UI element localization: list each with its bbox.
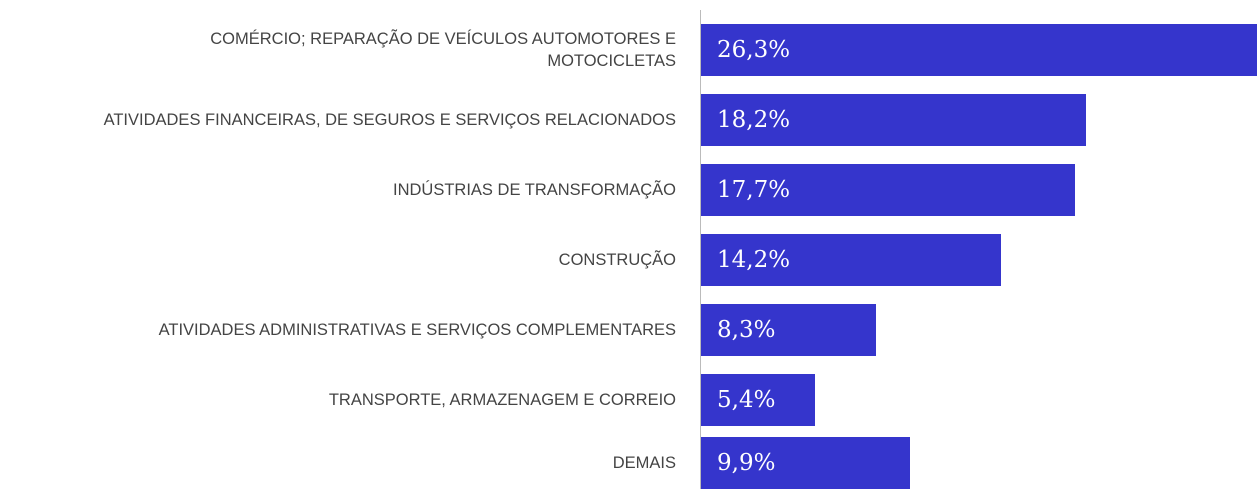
category-label: DEMAIS <box>612 454 676 472</box>
value-label: 26,3% <box>717 37 791 63</box>
bar <box>701 94 1086 146</box>
axis-line <box>700 10 701 489</box>
category-label: ATIVIDADES ADMINISTRATIVAS E SERVIÇOS CO… <box>158 321 676 339</box>
bar <box>701 437 911 489</box>
category-label: ATIVIDADES FINANCEIRAS, DE SEGUROS E SER… <box>103 111 676 129</box>
bar <box>701 374 816 426</box>
value-label: 18,2% <box>717 107 791 133</box>
value-label: 9,9% <box>717 450 776 476</box>
value-label: 14,2% <box>717 247 791 273</box>
bar <box>701 164 1076 216</box>
category-label: COMÉRCIO; REPARAÇÃO DE VEÍCULOS AUTOMOTO… <box>210 30 676 70</box>
bar <box>701 304 877 356</box>
bar <box>701 24 1257 76</box>
value-label: 5,4% <box>717 387 776 413</box>
value-label: 17,7% <box>717 177 791 203</box>
category-label: TRANSPORTE, ARMAZENAGEM E CORREIO <box>328 391 676 409</box>
category-label: CONSTRUÇÃO <box>558 251 676 269</box>
category-label: INDÚSTRIAS DE TRANSFORMAÇÃO <box>393 181 676 199</box>
value-label: 8,3% <box>717 317 776 343</box>
bar <box>701 234 1002 286</box>
